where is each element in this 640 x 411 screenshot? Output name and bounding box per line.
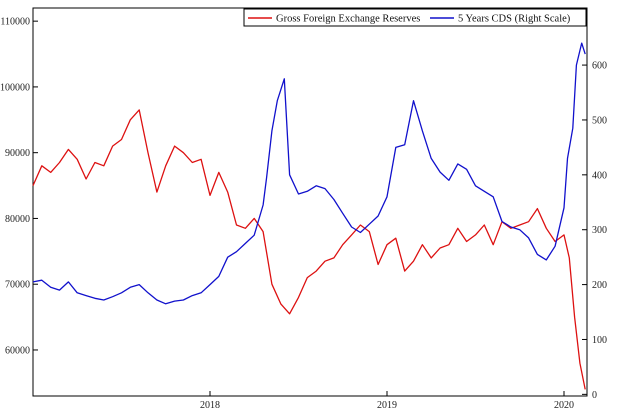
legend-label-reserves: Gross Foreign Exchange Reserves — [276, 14, 420, 25]
y-right-tick-label: 600 — [592, 61, 607, 72]
x-tick-label: 2019 — [377, 400, 397, 411]
series-line-cds — [32, 42, 586, 305]
y-left-tick-label: 70000 — [5, 280, 30, 291]
y-right-tick-label: 100 — [592, 335, 607, 346]
legend-box — [243, 8, 587, 27]
plot-frame — [32, 7, 588, 397]
x-tick-label: 2018 — [200, 400, 220, 411]
legend: Gross Foreign Exchange Reserves 5 Years … — [243, 8, 587, 27]
y-right-tick-label: 400 — [592, 170, 607, 181]
y-right-tick-label: 500 — [592, 115, 607, 126]
series-lines — [32, 42, 586, 390]
y-left-tick-label: 100000 — [0, 82, 30, 93]
y-right-tick-label: 200 — [592, 280, 607, 291]
axis-ticks — [33, 20, 587, 396]
y-right-tick-label: 0 — [592, 390, 597, 401]
y-left-tick-label: 90000 — [5, 148, 30, 159]
y-right-tick-label: 300 — [592, 225, 607, 236]
tick-labels: 60000 70000 80000 90000 100000 110000 0 100 200 3… — [0, 17, 607, 411]
y-left-tick-label: 110000 — [0, 17, 30, 28]
y-left-tick-label: 80000 — [5, 214, 30, 225]
legend-label-cds: 5 Years CDS (Right Scale) — [458, 14, 571, 25]
x-tick-label: 2020 — [554, 400, 574, 411]
y-left-tick-label: 60000 — [5, 345, 30, 356]
